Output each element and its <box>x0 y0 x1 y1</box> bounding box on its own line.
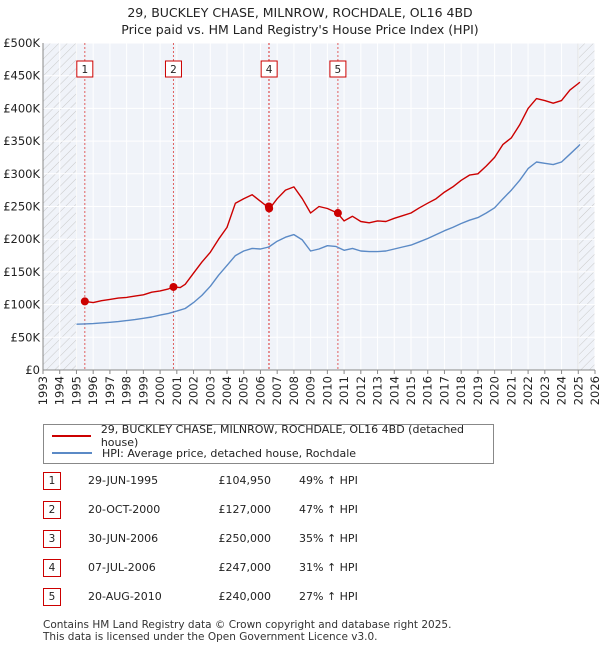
sale-marker-badge-label: 5 <box>335 64 342 76</box>
sale-point <box>333 209 342 218</box>
sale-marker-badge <box>329 60 347 78</box>
legend-item-hpi: HPI: Average price, detached house, Roch… <box>52 445 356 461</box>
chart-title: 29, BUCKLEY CHASE, MILNROW, ROCHDALE, OL… <box>0 4 600 38</box>
x-tick-label: 2016 <box>421 376 435 405</box>
x-tick-label: 2001 <box>170 376 184 405</box>
y-tick-label: £500K <box>3 36 40 50</box>
y-tick-label: £250K <box>3 200 40 214</box>
y-tick-label: £200K <box>3 232 40 246</box>
x-tick-label: 1995 <box>69 376 83 405</box>
row-price: £104,950 <box>218 474 272 487</box>
y-tick-label: £0 <box>25 363 40 377</box>
row-date: 20-AUG-2010 <box>88 590 162 603</box>
row-price: £240,000 <box>218 590 272 603</box>
legend-swatch-red <box>52 435 91 437</box>
y-tick-label: £400K <box>3 101 40 115</box>
x-tick-label: 2020 <box>488 376 502 405</box>
x-tick-label: 2010 <box>320 376 334 405</box>
x-tick-label: 1994 <box>53 376 67 405</box>
y-tick-label: £100K <box>3 298 40 312</box>
x-tick-label: 2005 <box>237 376 251 405</box>
x-tick-label: 2023 <box>538 376 552 405</box>
title-line-1: 29, BUCKLEY CHASE, MILNROW, ROCHDALE, OL… <box>127 5 473 20</box>
legend-label-property: 29, BUCKLEY CHASE, MILNROW, ROCHDALE, OL… <box>100 423 465 449</box>
row-price: £247,000 <box>218 561 272 574</box>
x-tick-label: 1993 <box>36 376 50 405</box>
legend-item-property: 29, BUCKLEY CHASE, MILNROW, ROCHDALE, OL… <box>52 423 493 449</box>
sale-marker-badge-label: 2 <box>170 64 177 76</box>
x-tick-label: 2022 <box>521 376 535 405</box>
row-hpi: 49% ↑ HPI <box>299 474 358 487</box>
x-tick-label: 2000 <box>153 376 167 405</box>
y-tick-label: £50K <box>11 330 41 344</box>
y-tick-label: £450K <box>3 69 40 83</box>
x-tick-label: 1998 <box>120 376 134 405</box>
x-tick-label: 2025 <box>571 376 585 405</box>
title-line-2: Price paid vs. HM Land Registry's House … <box>121 22 479 37</box>
sale-marker-badge <box>164 60 182 78</box>
price-chart: 1 2 4 5 £0 £50K £100K £150K £200K £250K £300K £350K… <box>3 36 600 405</box>
row-date: 29-JUN-1995 <box>88 474 159 487</box>
row-number-badge: 2 <box>43 501 61 519</box>
x-tick-label: 2014 <box>387 376 401 405</box>
row-date: 30-JUN-2006 <box>88 532 159 545</box>
x-tick-label: 2012 <box>354 376 368 405</box>
row-date: 07-JUL-2006 <box>88 561 156 574</box>
x-tick-label: 1996 <box>86 376 100 405</box>
legend-swatch-blue <box>52 452 92 454</box>
sale-marker-badge-label: 4 <box>266 64 273 76</box>
x-tick-label: 2006 <box>253 376 267 405</box>
legend: 29, BUCKLEY CHASE, MILNROW, ROCHDALE, OL… <box>43 423 494 464</box>
x-tick-label: 2017 <box>437 376 451 405</box>
table-row: 5 20-AUG-2010 £240,000 27% ↑ HPI <box>43 588 543 606</box>
sale-point <box>169 282 178 291</box>
x-tick-label: 2013 <box>371 376 385 405</box>
row-number-badge: 1 <box>43 472 61 490</box>
table-row: 3 30-JUN-2006 £250,000 35% ↑ HPI <box>43 530 543 548</box>
table-row: 1 29-JUN-1995 £104,950 49% ↑ HPI <box>43 472 543 490</box>
row-number-badge: 4 <box>43 559 61 577</box>
x-tick-label: 2026 <box>588 376 600 405</box>
x-tick-label: 2009 <box>304 376 318 405</box>
footer-line-1: Contains HM Land Registry data © Crown c… <box>43 619 452 631</box>
sale-point <box>80 297 89 306</box>
x-tick-label: 2019 <box>471 376 485 405</box>
x-tick-label: 2018 <box>454 376 468 405</box>
legend-label-hpi: HPI: Average price, detached house, Roch… <box>102 446 357 460</box>
row-hpi: 31% ↑ HPI <box>299 561 358 574</box>
row-hpi: 47% ↑ HPI <box>299 503 358 516</box>
sale-marker-badge-label: 1 <box>81 64 88 76</box>
y-tick-label: £300K <box>3 167 40 181</box>
row-price: £250,000 <box>218 532 272 545</box>
x-tick-label: 2008 <box>287 376 301 405</box>
table-row: 4 07-JUL-2006 £247,000 31% ↑ HPI <box>43 559 543 577</box>
x-tick-label: 2007 <box>270 376 284 405</box>
sale-marker-badge <box>260 60 278 78</box>
row-date: 20-OCT-2000 <box>88 503 161 516</box>
x-tick-label: 2015 <box>404 376 418 405</box>
row-hpi: 27% ↑ HPI <box>299 590 358 603</box>
footer-line-2: This data is licensed under the Open Gov… <box>43 631 378 643</box>
sale-point <box>265 204 274 213</box>
x-tick-label: 2004 <box>220 376 234 405</box>
x-tick-label: 2003 <box>203 376 217 405</box>
sale-marker-badge <box>76 60 94 78</box>
table-row: 2 20-OCT-2000 £127,000 47% ↑ HPI <box>43 501 543 519</box>
x-tick-label: 2024 <box>555 376 569 405</box>
x-tick-label: 2021 <box>504 376 518 405</box>
row-number-badge: 3 <box>43 530 61 548</box>
hpi-line <box>76 143 581 325</box>
x-tick-label: 1999 <box>136 376 150 405</box>
y-tick-label: £150K <box>3 265 40 279</box>
row-hpi: 35% ↑ HPI <box>299 532 358 545</box>
footer-attribution: Contains HM Land Registry data © Crown c… <box>43 619 451 643</box>
x-tick-label: 2011 <box>337 376 351 405</box>
row-price: £127,000 <box>218 503 272 516</box>
y-tick-label: £350K <box>3 134 40 148</box>
row-number-badge: 5 <box>43 588 61 606</box>
x-tick-label: 2002 <box>187 376 201 405</box>
x-tick-label: 1997 <box>103 376 117 405</box>
